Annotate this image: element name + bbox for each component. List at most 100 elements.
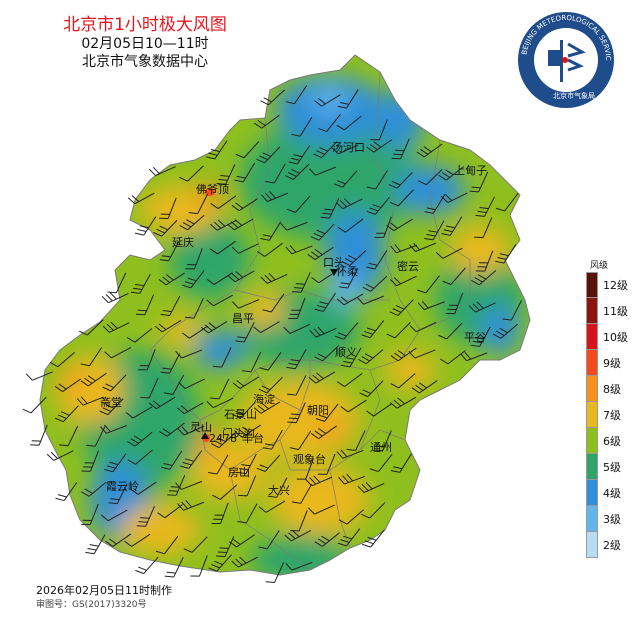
wind-barb-feather — [361, 334, 371, 339]
wind-barb — [221, 347, 232, 368]
wind-barb-feather — [337, 105, 347, 109]
wind-barb — [337, 144, 359, 155]
wind-barb — [270, 293, 285, 313]
wind-barb-feather — [309, 330, 317, 338]
wind-barb — [216, 554, 232, 572]
wind-barb — [267, 192, 289, 202]
wind-barb — [466, 352, 488, 362]
wind-barb-feather — [166, 571, 176, 574]
wind-barb — [30, 396, 47, 414]
wind-barb-feather — [181, 332, 190, 339]
wind-barb — [197, 193, 209, 214]
wind-barb-feather — [130, 291, 140, 294]
wind-barb — [238, 198, 258, 212]
wind-barb-feather — [343, 198, 351, 206]
wind-barb — [106, 425, 128, 434]
wind-barb-feather — [237, 336, 247, 339]
wind-barb-feather — [415, 384, 424, 391]
wind-barb-feather — [54, 386, 63, 392]
wind-barb — [245, 453, 257, 474]
wind-barb — [268, 221, 282, 241]
wind-barb — [213, 272, 233, 285]
wind-barb — [445, 166, 464, 181]
wind-barb — [183, 402, 204, 415]
wind-barb-feather — [179, 176, 188, 182]
wind-barb-feather — [369, 143, 378, 151]
wind-barb — [315, 371, 336, 384]
wind-barb-feather — [347, 255, 357, 260]
wind-barb-feather — [361, 356, 370, 362]
agency-name: 北京市气象数据中心 — [82, 54, 208, 70]
wind-barb-feather — [206, 401, 214, 409]
wind-barb-feather — [109, 292, 117, 300]
wind-barb — [292, 163, 310, 180]
wind-barb-feather — [477, 210, 487, 214]
wind-barb-feather — [340, 282, 350, 285]
wind-barb-feather — [409, 325, 417, 333]
wind-barb — [131, 533, 151, 547]
wind-barb — [343, 293, 364, 306]
wind-barb — [193, 298, 204, 319]
place-fangshan: 房山 — [228, 466, 250, 479]
wind-barb — [398, 373, 416, 389]
wind-barb-feather — [107, 291, 117, 294]
wind-barb-feather — [220, 175, 230, 177]
wind-barb-feather — [338, 286, 348, 289]
wind-barb-feather — [314, 308, 324, 312]
wind-barb-feather — [496, 330, 505, 336]
wind-barb-feather — [234, 431, 243, 438]
wind-barb-feather — [219, 547, 229, 549]
wind-barb-feather — [366, 266, 376, 270]
wind-barb-feather — [49, 361, 59, 368]
wind-barb-feather — [424, 211, 434, 214]
wind-barb-feather — [256, 467, 266, 472]
wind-barb — [250, 351, 262, 372]
legend-swatch — [586, 428, 598, 454]
wind-barb-feather — [109, 461, 119, 466]
wind-barb-feather — [104, 424, 111, 433]
wind-barb-feather — [57, 494, 67, 498]
wind-barb-feather — [314, 541, 323, 547]
wind-barb-feather — [337, 226, 346, 233]
wind-barb — [266, 273, 288, 284]
wind-barb — [82, 396, 104, 406]
wind-barb — [291, 529, 312, 542]
wind-barb-feather — [229, 541, 237, 548]
legend-swatch — [586, 480, 598, 506]
wind-barb-feather — [60, 411, 70, 416]
wind-barb — [183, 425, 205, 436]
wind-barb-feather — [152, 400, 161, 407]
wind-barb-feather — [319, 147, 328, 152]
map-title: 北京市1小时极大风图 — [63, 15, 227, 35]
wind-barb-feather — [206, 278, 215, 285]
wind-barb — [218, 432, 236, 449]
wind-barb — [347, 268, 359, 289]
wind-scale-legend: 风级 12级 11级 10级 9级 8级 7级 6级 5级 4级 3级 2级 — [586, 258, 634, 558]
wind-barb-feather — [182, 284, 192, 289]
wind-barb — [267, 351, 282, 371]
wind-barb — [134, 431, 153, 447]
wind-barb-feather — [268, 272, 276, 281]
wind-barb-feather — [161, 255, 171, 258]
wind-barb — [396, 396, 417, 409]
wind-barb — [415, 242, 437, 252]
wind-barb-feather — [373, 449, 383, 452]
wind-barb-feather — [293, 154, 303, 158]
wind-barb-feather — [132, 287, 142, 291]
place-fengtai: 丰台 — [242, 431, 264, 445]
wind-barb — [484, 250, 494, 272]
wind-barb-feather — [310, 236, 320, 241]
wind-barb-feather — [364, 330, 374, 335]
wind-barb-feather — [426, 234, 436, 237]
legend-item: 11级 — [586, 298, 634, 324]
wind-barb — [276, 477, 288, 498]
wind-barb-feather — [105, 404, 115, 409]
wind-barb-feather — [445, 225, 456, 229]
wind-barb — [190, 270, 205, 289]
wind-barb-feather — [318, 97, 326, 105]
wind-barb-feather — [418, 382, 427, 389]
wind-barb-feather — [479, 206, 489, 210]
wind-barb — [500, 323, 518, 339]
wind-barb-feather — [471, 186, 481, 189]
